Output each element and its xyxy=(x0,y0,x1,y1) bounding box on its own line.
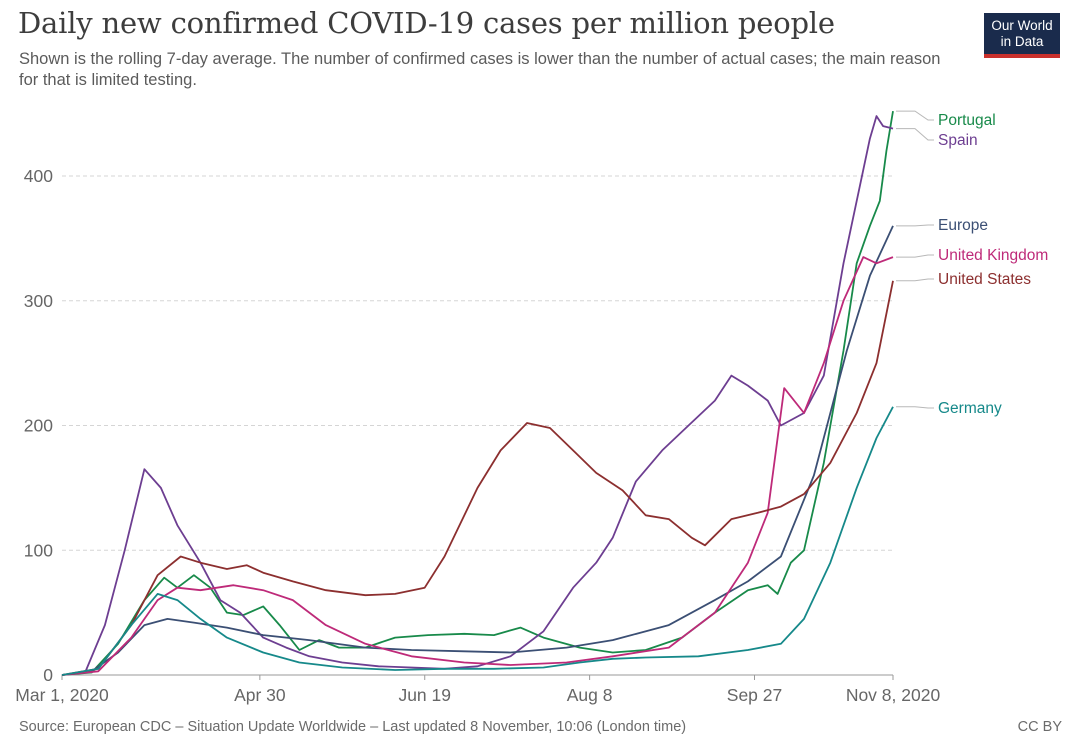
legend-connector xyxy=(896,254,934,258)
x-tick-label: Apr 30 xyxy=(234,685,286,705)
legend-label-portugal: Portugal xyxy=(938,112,996,129)
legend-connector xyxy=(896,224,934,227)
source-note: Source: European CDC – Situation Update … xyxy=(19,719,687,735)
logo-line-1: Our World xyxy=(991,18,1053,33)
y-tick-label: 300 xyxy=(24,291,53,311)
series-line-spain xyxy=(61,115,894,676)
y-tick-label: 400 xyxy=(24,166,53,186)
x-tick-label: Mar 1, 2020 xyxy=(15,685,109,705)
y-tick-label: 200 xyxy=(24,416,53,436)
chart-subtitle: Shown is the rolling 7-day average. The … xyxy=(19,50,941,89)
legend-label-united-states: United States xyxy=(938,271,1031,288)
y-tick-label: 100 xyxy=(24,540,53,560)
x-tick-label: Sep 27 xyxy=(727,685,782,705)
x-tick-label: Jun 19 xyxy=(398,685,451,705)
x-tick-label: Nov 8, 2020 xyxy=(846,685,941,705)
logo-line-2: in Data xyxy=(1000,34,1044,49)
legend-label-united-kingdom: United Kingdom xyxy=(938,247,1048,264)
legend-label-spain: Spain xyxy=(938,132,978,149)
y-tick-label: 0 xyxy=(43,665,53,685)
legend-connector xyxy=(896,128,934,141)
series-line-united-kingdom xyxy=(61,256,894,676)
series-line-germany xyxy=(61,406,894,676)
owid-logo[interactable]: Our World in Data xyxy=(984,13,1060,58)
series-line-portugal xyxy=(61,110,894,676)
legend-connector xyxy=(896,110,934,121)
legend-label-europe: Europe xyxy=(938,217,988,234)
license-link[interactable]: CC BY xyxy=(1017,719,1062,735)
series-line-europe xyxy=(61,225,894,676)
legend-connector xyxy=(896,278,934,282)
chart-title: Daily new confirmed COVID-19 cases per m… xyxy=(18,6,835,40)
legend-connector xyxy=(896,406,934,409)
series-line-united-states xyxy=(61,280,894,676)
x-tick-label: Aug 8 xyxy=(567,685,613,705)
legend-label-germany: Germany xyxy=(938,400,1002,417)
